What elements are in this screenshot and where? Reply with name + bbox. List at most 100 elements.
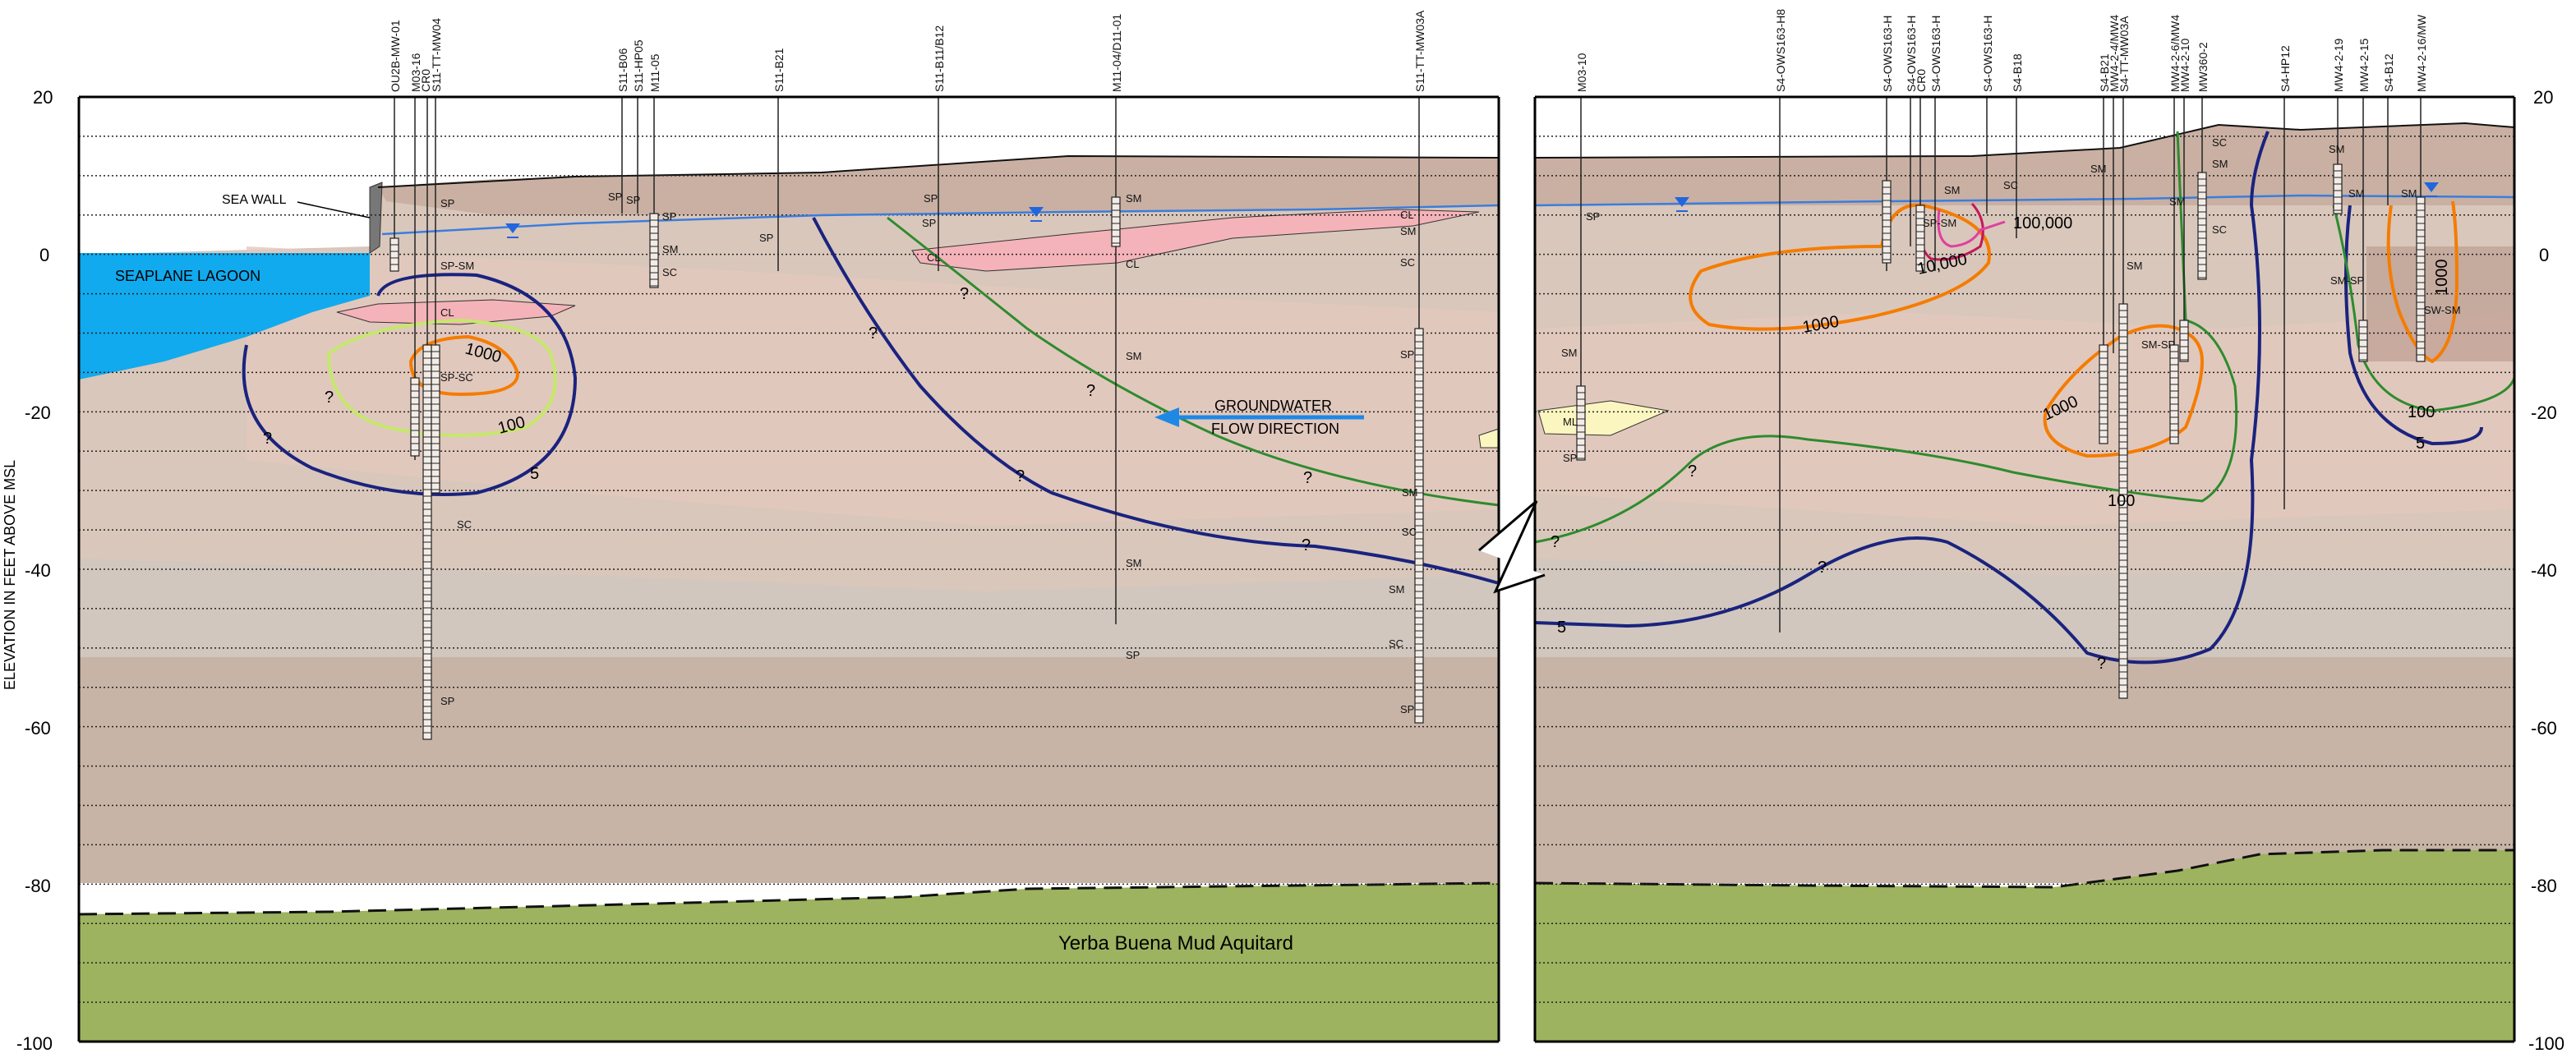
soil-label: SP-SC (440, 371, 473, 384)
y-tick-minus20-right: -20 (2531, 402, 2557, 423)
unknown-mark: ? (2097, 655, 2106, 673)
left-aquitard (79, 883, 1499, 1042)
boring-label: MW360-2 (2196, 42, 2210, 92)
well-screen (2197, 172, 2207, 280)
unknown-mark: ? (1551, 533, 1560, 551)
y-axis-left: 20 0 -20 -40 -60 -80 -100 (16, 87, 53, 1054)
elevation-gridlines (79, 136, 2514, 1003)
unknown-mark: ? (960, 285, 969, 303)
soil-label: SM (2127, 260, 2143, 272)
well-screen (2416, 196, 2426, 362)
water-table-symbol (505, 182, 2439, 238)
soil-label: CL (440, 306, 454, 319)
boring-lines (389, 97, 2426, 740)
unknown-mark: ? (1302, 536, 1311, 554)
contour-100-center (887, 216, 1500, 507)
soil-label: SP (1126, 649, 1140, 661)
center-cl-lens (911, 209, 1480, 272)
y-tick-0-left: 0 (39, 245, 49, 265)
soil-label: SC (2212, 136, 2227, 149)
y-tick-minus60-left: -60 (25, 718, 51, 738)
boring-label: MW4-2-6/MW4 (2168, 15, 2182, 92)
right-panel (1534, 122, 2515, 1042)
y-tick-minus100-left: -100 (16, 1033, 53, 1054)
unknown-mark: ? (869, 324, 878, 343)
contour-label-100000: 100,000 (2013, 214, 2072, 232)
unknown-mark: ? (1303, 469, 1312, 487)
contour-1000-farright (2386, 200, 2459, 364)
boring-label: S4-B12 (2382, 53, 2395, 92)
boring-label: S11-B11/B12 (933, 25, 946, 92)
water-table-line-left (381, 204, 1500, 236)
soil-label: SM (1561, 347, 1578, 359)
boring-label: S4-HP12 (2279, 45, 2292, 92)
soil-label: SM-SP (2141, 338, 2175, 351)
boring-label: M11-04/D11-01 (1110, 14, 1123, 92)
right-ground-surface (1534, 122, 2515, 159)
y-tick-minus80-right: -80 (2531, 876, 2557, 896)
frames (77, 95, 2516, 1043)
soil-label: SM (2212, 158, 2228, 170)
soil-label: SM (1400, 225, 1417, 237)
soil-label: SP (626, 194, 640, 206)
boring-label: M11-05 (648, 53, 661, 92)
well-screen (1111, 196, 1121, 247)
soil-label: SC (1389, 637, 1403, 650)
soil-label: SM-SP (2330, 274, 2364, 287)
soil-label: SP (924, 192, 938, 205)
boring-label: MW4-2-16/MW (2415, 14, 2428, 92)
soil-label: SC (2003, 179, 2018, 191)
left-fill-gray (79, 559, 1499, 657)
boring-label: S4-OWS163-H (1881, 16, 1894, 92)
soil-label: SP (922, 217, 936, 229)
soil-label: SP (759, 232, 773, 244)
well-screen (2179, 320, 2189, 362)
boring-label: S11-HP05 (632, 39, 645, 92)
well-screen (1576, 385, 1586, 461)
soil-label: SM (2329, 143, 2345, 155)
well-screen (1882, 180, 1892, 264)
soil-label: CL (1126, 258, 1140, 270)
y-tick-20-left: 20 (33, 87, 53, 108)
well-screen (2333, 163, 2343, 214)
contours (242, 131, 2516, 665)
unknown-mark: ? (1818, 559, 1827, 577)
contour-5-left (242, 273, 578, 496)
contour-100-right (1534, 131, 2238, 544)
soil-label: SM (1944, 184, 1961, 196)
soil-label: SC (457, 518, 472, 531)
right-ml-lens (1537, 400, 1670, 436)
sea-wall-label: SEA WALL (222, 193, 287, 207)
boring-label: S11-B21 (772, 48, 786, 92)
boring-label: MW4-2-19 (2332, 38, 2345, 92)
y-tick-0-right: 0 (2539, 245, 2549, 265)
groundwater-flow-arrow (1154, 407, 1364, 427)
soil-label: SM (2401, 187, 2417, 200)
contour-label-1000-farright: 1000 (2433, 260, 2451, 297)
right-fill-lower (1535, 657, 2514, 883)
seaplane-lagoon (79, 253, 370, 380)
unknown-mark: ? (1016, 467, 1025, 485)
soil-label: SP (440, 695, 454, 707)
soil-label: SC (2212, 223, 2227, 236)
y-axis-right: 20 0 -20 -40 -60 -80 -100 (2528, 87, 2564, 1054)
y-tick-minus80-left: -80 (25, 876, 51, 896)
boring-label: M03-16 (409, 53, 422, 92)
y-tick-minus20-left: -20 (25, 402, 51, 423)
soil-label: CL (1400, 209, 1414, 221)
question-marks: ? ? ? ? ? ? ? ? ? ? ? ? (263, 285, 2106, 673)
left-panel (78, 154, 1500, 1042)
soil-label: SP (440, 197, 454, 209)
boring-label: CR0 (1915, 69, 1928, 92)
y-tick-minus40-left: -40 (25, 560, 51, 581)
water-table-line-right (1534, 194, 2515, 207)
left-fill-mid (247, 246, 1499, 526)
seaplane-lagoon-label: SEAPLANE LAGOON (115, 268, 260, 284)
left-aquitard-top-dashed (78, 881, 1500, 916)
soil-label: SC (1402, 526, 1417, 538)
right-aquitard (1535, 850, 2514, 1042)
boring-labels: OU2B-MW-01 M03-16 CR0 S11-TT-MW04 S11-B0… (389, 9, 2428, 92)
y-tick-minus100-right: -100 (2528, 1033, 2564, 1054)
contour-label-100-farright: 100 (2408, 403, 2435, 421)
sea-wall (369, 182, 383, 254)
